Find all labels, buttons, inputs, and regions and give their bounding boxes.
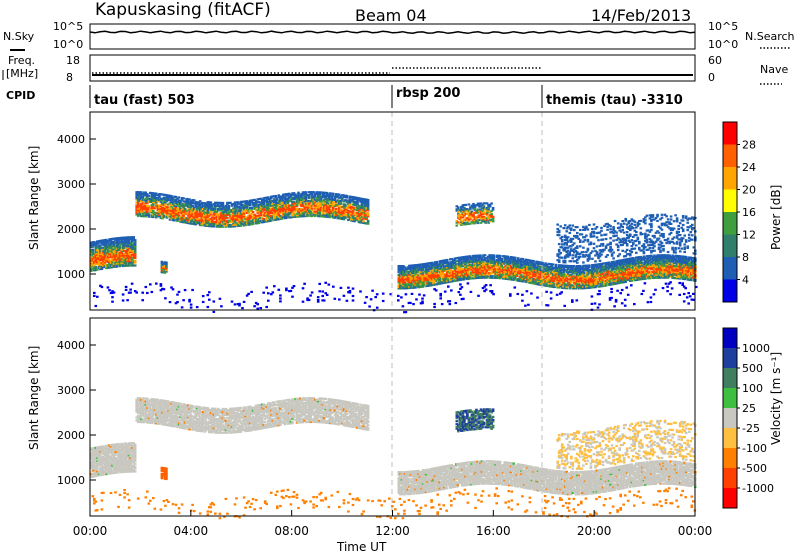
data-cell: [552, 263, 555, 265]
freq-label: Freq.: [8, 54, 35, 67]
data-cell: [92, 249, 95, 251]
cpid-segment-2: rbsp 200: [396, 86, 460, 101]
data-cell: [165, 262, 168, 264]
data-cell: [148, 205, 151, 207]
data-cell: [134, 260, 137, 262]
nsky-tick-bottom: 10^0: [53, 38, 83, 51]
cpid-panel: CPID tau (fast) 503 rbsp 200 themis (tau…: [6, 85, 683, 108]
data-cell: [134, 239, 137, 241]
data-cell: [499, 255, 502, 257]
nsearch-label: N.Search: [745, 30, 795, 43]
data-cell: [252, 211, 255, 213]
data-cell: [228, 205, 231, 207]
data-cell: [588, 264, 591, 266]
data-cell: [479, 254, 482, 256]
data-cell: [210, 201, 213, 203]
data-cell: [95, 266, 98, 268]
data-cell: [532, 260, 535, 262]
data-cell: [148, 195, 151, 197]
data-cell: [297, 192, 300, 194]
data-cell: [446, 259, 449, 261]
date-title: 14/Feb/2013: [591, 6, 691, 25]
data-cell: [132, 236, 135, 238]
data-cell: [367, 220, 370, 222]
data-cell: [305, 191, 308, 193]
data-cell: [311, 207, 314, 209]
nsearch-tick-top: 10^5: [708, 20, 738, 33]
freq-tick-top: 18: [66, 54, 80, 67]
nsearch-tick-bottom: 10^0: [708, 38, 738, 51]
data-cell: [178, 196, 181, 198]
data-cell: [163, 215, 166, 217]
freq-tick-bottom: 8: [66, 71, 73, 84]
data-cell: [493, 254, 496, 256]
data-cell: [332, 193, 335, 195]
data-cell: [222, 202, 225, 204]
beam-title: Beam 04: [355, 6, 427, 25]
nave-label: Nave: [760, 63, 788, 76]
data-cell: [367, 212, 370, 214]
data-cell: [514, 257, 517, 259]
data-cell: [555, 264, 558, 266]
data-cell: [134, 264, 137, 266]
data-cell: [182, 197, 185, 199]
data-cell: [500, 258, 503, 260]
data-cell: [344, 204, 347, 206]
nave-tick-top: 60: [708, 54, 722, 67]
nsky-label: N.Sky: [3, 30, 35, 43]
cpid-segment-1: tau (fast) 503: [94, 93, 195, 108]
cpid-label: CPID: [6, 89, 35, 102]
cpid-segment-3: themis (tau) -3310: [546, 93, 683, 108]
nave-tick-bottom: 0: [708, 71, 715, 84]
data-cell: [346, 195, 349, 197]
data-cell: [275, 195, 278, 197]
data-cell: [367, 199, 370, 201]
data-cell: [484, 254, 487, 256]
freq-unit: [MHz]: [6, 67, 38, 80]
data-cell: [435, 261, 438, 263]
station-title: Kapuskasing (fitACF): [95, 0, 271, 20]
nsky-tick-top: 10^5: [53, 20, 83, 33]
nsky-trace: [90, 31, 695, 33]
freq-panel: Freq. [MHz] 18 8 60 0 Nave: [3, 54, 788, 84]
data-cell: [226, 217, 229, 219]
